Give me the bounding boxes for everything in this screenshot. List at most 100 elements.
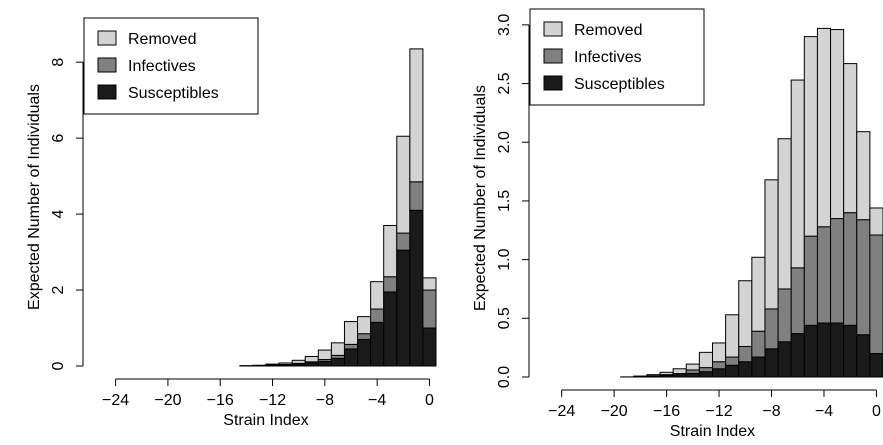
legend-label-infectives: Infectives xyxy=(128,58,196,75)
x-tick-label: −16 xyxy=(207,392,234,409)
bar-removed--7 xyxy=(330,342,345,356)
bar-removed--3 xyxy=(383,224,398,278)
x-tick-label: −8 xyxy=(762,403,780,420)
x-tick-label: −4 xyxy=(368,392,386,409)
bar-infectives--6 xyxy=(790,267,805,335)
bar-infectives--11 xyxy=(725,356,740,366)
bar-susceptibles--5 xyxy=(357,338,372,367)
bar-susceptibles--9 xyxy=(751,356,766,378)
y-tick-label: 8 xyxy=(50,58,67,67)
bar-infectives--9 xyxy=(751,330,766,358)
bar-susceptibles--13 xyxy=(698,371,714,378)
x-tick-label: −12 xyxy=(705,403,732,420)
bar-removed--1 xyxy=(409,48,424,183)
x-tick-label: −24 xyxy=(548,403,575,420)
bar-susceptibles--1 xyxy=(409,209,424,367)
bar-removed--10 xyxy=(738,280,753,347)
bar-infectives--1 xyxy=(409,181,424,211)
bar-infectives--6 xyxy=(343,343,359,350)
y-tick-label: 6 xyxy=(50,134,67,143)
bar-removed--4 xyxy=(370,281,385,310)
bar-removed--2 xyxy=(843,63,858,214)
bar-removed--11 xyxy=(278,362,293,365)
y-tick-label: 0.5 xyxy=(496,307,513,329)
bar-removed--1 xyxy=(856,131,871,221)
bar-removed--4 xyxy=(816,27,832,228)
bar-removed--6 xyxy=(790,79,805,269)
bar-susceptibles--7 xyxy=(330,357,345,367)
bar-removed--9 xyxy=(751,256,766,332)
legend-label-removed: Removed xyxy=(574,22,642,39)
bar-susceptibles--5 xyxy=(803,324,818,378)
bar-removed--11 xyxy=(725,314,740,358)
x-axis-title: Strain Index xyxy=(223,412,308,429)
bar-infectives--2 xyxy=(396,232,411,251)
bar-susceptibles--12 xyxy=(712,368,727,378)
bar-removed-0 xyxy=(869,207,883,236)
bar-susceptibles--4 xyxy=(816,322,832,378)
bar-susceptibles--4 xyxy=(370,321,385,367)
bar-infectives--13 xyxy=(698,367,714,373)
bar-susceptibles--8 xyxy=(764,348,779,378)
bar-infectives--8 xyxy=(764,308,779,350)
bar-infectives-0 xyxy=(422,289,437,329)
bar-infectives--2 xyxy=(843,212,858,326)
bar-infectives--5 xyxy=(357,333,372,340)
bar-susceptibles--3 xyxy=(383,291,398,367)
bar-removed-0 xyxy=(422,277,437,291)
bar-susceptibles--6 xyxy=(790,333,805,378)
x-tick-label: −4 xyxy=(815,403,833,420)
bar-infectives--3 xyxy=(830,218,845,324)
legend-label-susceptibles: Susceptibles xyxy=(574,76,665,93)
x-tick-label: −16 xyxy=(653,403,680,420)
bar-infectives--14 xyxy=(685,369,700,374)
bar-infectives--1 xyxy=(856,219,871,336)
bar-removed--16 xyxy=(659,371,674,376)
bar-removed--12 xyxy=(265,363,280,366)
bar-susceptibles--10 xyxy=(738,361,753,378)
y-tick-label: 2 xyxy=(50,285,67,294)
bar-susceptibles-0 xyxy=(869,353,883,378)
y-tick-label: 0.0 xyxy=(496,366,513,388)
bar-removed--2 xyxy=(396,135,411,234)
bar-removed--7 xyxy=(777,138,792,290)
legend-swatch-infectives xyxy=(97,57,117,73)
x-tick-label: −12 xyxy=(259,392,286,409)
legend-label-susceptibles: Susceptibles xyxy=(128,85,219,102)
y-tick-label: 1.5 xyxy=(496,190,513,212)
x-tick-label: −20 xyxy=(154,392,181,409)
bar-removed--5 xyxy=(357,316,372,335)
bar-removed--5 xyxy=(803,36,818,237)
y-axis-title: Expected Number of Individuals xyxy=(472,85,489,311)
bar-susceptibles--14 xyxy=(685,372,700,378)
bar-infectives--5 xyxy=(803,235,818,326)
bar-susceptibles--1 xyxy=(856,334,871,378)
bar-infectives--12 xyxy=(712,361,727,370)
bar-removed--9 xyxy=(304,356,319,363)
bar-removed--14 xyxy=(685,363,700,371)
y-tick-label: 2.5 xyxy=(496,72,513,94)
x-tick-label: 0 xyxy=(425,392,434,409)
bar-susceptibles--6 xyxy=(343,348,359,367)
bar-infectives--10 xyxy=(738,345,753,363)
x-tick-label: −8 xyxy=(316,392,334,409)
legend-swatch-susceptibles xyxy=(97,84,117,100)
bar-susceptibles--11 xyxy=(725,364,740,378)
bar-infectives--3 xyxy=(383,276,398,293)
bar-removed--3 xyxy=(830,29,845,220)
bar-susceptibles--2 xyxy=(396,249,411,367)
bar-susceptibles-0 xyxy=(422,327,437,367)
bar-infectives--4 xyxy=(816,226,832,324)
bar-removed--6 xyxy=(343,321,359,345)
bar-susceptibles--7 xyxy=(777,341,792,378)
y-tick-label: 0 xyxy=(50,361,67,370)
x-tick-label: 0 xyxy=(872,403,881,420)
bar-infectives-0 xyxy=(869,234,883,355)
y-tick-label: 3.0 xyxy=(496,14,513,36)
bar-susceptibles--2 xyxy=(843,324,858,378)
chart-panel-right: −24 −20 −16 −12 −8 −4 0 Strain Index 0.0 0.5 1.0 1.… xyxy=(472,8,883,440)
x-axis-title: Strain Index xyxy=(670,423,755,440)
bar-removed--15 xyxy=(672,368,687,374)
y-tick-label: 4 xyxy=(50,210,67,219)
